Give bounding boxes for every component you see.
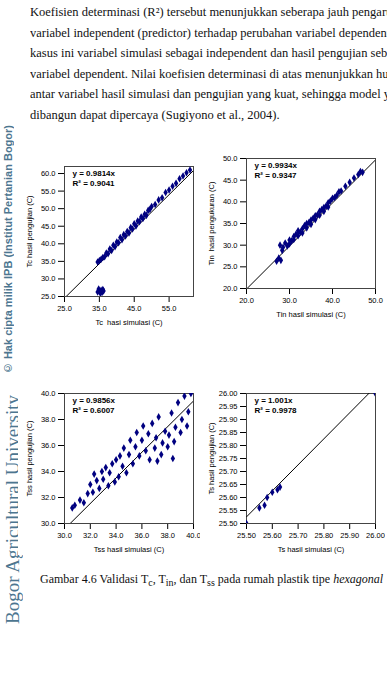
svg-text:25.80: 25.80 — [315, 531, 334, 540]
svg-text:20.0: 20.0 — [239, 296, 254, 305]
html-text:Bogor Agricultural University: Bogor Agricultural University — [2, 395, 23, 624]
svg-text:Tss hasil pengujian (C): Tss hasil pengujian (C) — [25, 420, 34, 496]
svg-text:38.0: 38.0 — [160, 531, 175, 540]
svg-text:Tc hasi simulasi (C): Tc hasi simulasi (C) — [95, 318, 163, 327]
svg-text:50.0: 50.0 — [41, 204, 56, 213]
svg-text:R² = 0.9978: R² = 0.9978 — [255, 406, 298, 415]
svg-text:25.85: 25.85 — [219, 428, 238, 437]
svg-text:25.60: 25.60 — [263, 531, 282, 540]
svg-text:30.0: 30.0 — [57, 531, 72, 540]
svg-text:Tin hasil pengukuran (C): Tin hasil pengukuran (C) — [207, 181, 216, 265]
svg-text:R² = 0.6007: R² = 0.6007 — [73, 406, 116, 415]
svg-text:45.0: 45.0 — [223, 176, 238, 185]
svg-text:25.50: 25.50 — [219, 519, 238, 528]
svg-text:25.75: 25.75 — [219, 454, 238, 463]
svg-text:25.50: 25.50 — [237, 531, 256, 540]
svg-text:36.0: 36.0 — [41, 441, 56, 450]
html-text:Gambar 4.6 Validasi Tc, Tin, d: Gambar 4.6 Validasi Tc, Tin, dan Tsspada… — [40, 572, 384, 589]
svg-text:26.00: 26.00 — [366, 531, 385, 540]
svg-text:25.70: 25.70 — [289, 531, 308, 540]
svg-text:25.65: 25.65 — [219, 480, 238, 489]
svg-text:Tin hasil simulasi (C): Tin hasil simulasi (C) — [276, 310, 346, 319]
svg-text:y = 1.001x: y = 1.001x — [255, 396, 294, 405]
svg-text:25.0: 25.0 — [223, 262, 238, 271]
svg-text:Tc hasil pengujian (C): Tc hasil pengujian (C) — [25, 195, 34, 268]
svg-text:R² = 0.9347: R² = 0.9347 — [255, 171, 298, 180]
svg-text:20.0: 20.0 — [223, 284, 238, 293]
svg-text:40.0: 40.0 — [223, 197, 238, 206]
svg-text:35.0: 35.0 — [41, 257, 56, 266]
svg-text:30.0: 30.0 — [41, 519, 56, 528]
svg-text:25.0: 25.0 — [57, 304, 72, 313]
svg-text:26.00: 26.00 — [219, 389, 238, 398]
svg-text:y = 0.9814x: y = 0.9814x — [73, 169, 116, 178]
html-text:dibangun dapat dipercaya (Sugi: dibangun dapat dipercaya (Sugiyono et al… — [30, 107, 280, 122]
svg-text:32.0: 32.0 — [41, 493, 56, 502]
svg-text:Ts hasil pengujian (C): Ts hasil pengujian (C) — [207, 422, 216, 495]
svg-text:55.0: 55.0 — [41, 186, 56, 195]
svg-text:35.0: 35.0 — [223, 219, 238, 228]
svg-text:45.0: 45.0 — [41, 222, 56, 231]
svg-text:25.0: 25.0 — [41, 292, 56, 301]
svg-text:25.95: 25.95 — [219, 402, 238, 411]
svg-text:25.70: 25.70 — [219, 467, 238, 476]
svg-text:25.55: 25.55 — [219, 506, 238, 515]
svg-text:32.0: 32.0 — [83, 531, 98, 540]
svg-text:R² = 0.9041: R² = 0.9041 — [73, 179, 116, 188]
svg-text:40.0: 40.0 — [41, 389, 56, 398]
svg-text:Tss hasil simulasi (C): Tss hasil simulasi (C) — [94, 545, 165, 554]
html-text:© Hak cipta milik IPB (Institu: © Hak cipta milik IPB (Institut Pertania… — [2, 125, 14, 375]
svg-text:30.0: 30.0 — [282, 296, 297, 305]
svg-text:25.60: 25.60 — [219, 493, 238, 502]
svg-text:y = 0.9856x: y = 0.9856x — [73, 396, 116, 405]
svg-text:y = 0.9934x: y = 0.9934x — [255, 161, 298, 170]
svg-text:30.0: 30.0 — [223, 241, 238, 250]
svg-text:34.0: 34.0 — [41, 467, 56, 476]
svg-text:38.0: 38.0 — [41, 415, 56, 424]
svg-text:40.0: 40.0 — [325, 296, 340, 305]
svg-text:Ts hasil simulasi (C): Ts hasil simulasi (C) — [278, 545, 345, 554]
svg-text:50.0: 50.0 — [223, 154, 238, 163]
svg-text:25.90: 25.90 — [219, 415, 238, 424]
svg-text:50.0: 50.0 — [368, 296, 383, 305]
svg-text:30.0: 30.0 — [41, 274, 56, 283]
svg-text:45.0: 45.0 — [127, 304, 142, 313]
svg-text:36.0: 36.0 — [135, 531, 150, 540]
svg-text:35.0: 35.0 — [92, 304, 107, 313]
svg-text:60.0: 60.0 — [41, 169, 56, 178]
svg-text:25.80: 25.80 — [219, 441, 238, 450]
svg-text:34.0: 34.0 — [109, 531, 124, 540]
svg-text:40.0: 40.0 — [41, 239, 56, 248]
svg-text:25.90: 25.90 — [340, 531, 359, 540]
svg-text:55.0: 55.0 — [162, 304, 177, 313]
svg-text:40.0: 40.0 — [186, 531, 201, 540]
